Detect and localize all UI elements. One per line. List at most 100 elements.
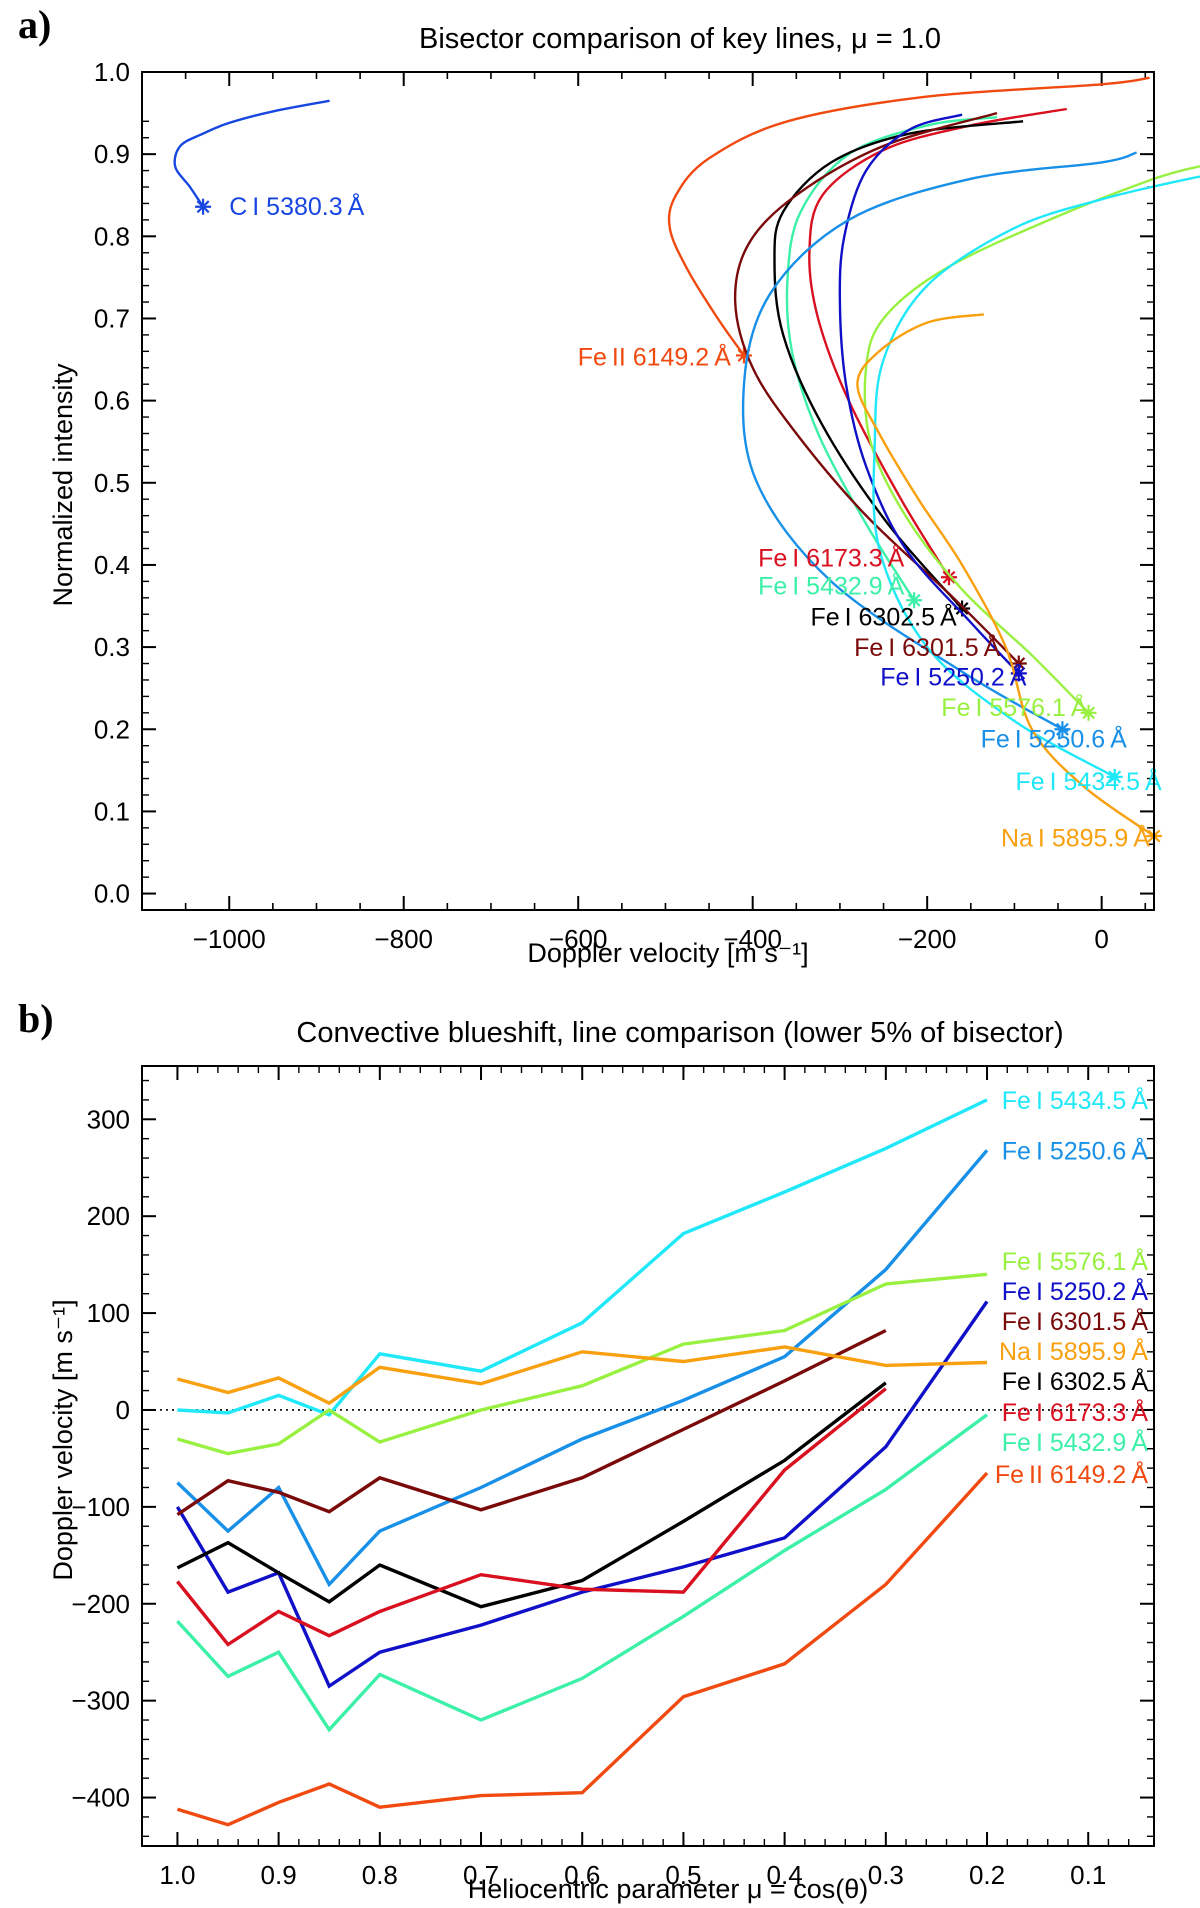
label-fe-i-5434-5: Fe I 5434.5 Å [1015, 766, 1162, 796]
marker-c-i-5380-3 [195, 198, 212, 215]
panel-b-y-tick-label: 0 [116, 1395, 130, 1425]
panel-a-series [173, 76, 1200, 845]
panel-b-x-tick-label: 0.6 [564, 1860, 600, 1890]
label-fe-i-5250-2: Fe I 5250.2 Å [880, 662, 1027, 692]
panel-b-y-tick-label: 100 [87, 1298, 130, 1328]
label-fe-i-5432-9: Fe I 5432.9 Å [758, 571, 905, 601]
panel-a-frame [141, 71, 1155, 911]
bisector-fe-i-6302-5 [773, 120, 1024, 610]
panel-b-series [175, 1098, 989, 1827]
label-fe-i-5576-1: Fe I 5576.1 Å [941, 692, 1088, 722]
panel-a-y-tick-label: 1.0 [94, 57, 130, 87]
panel-a-y-tick-label: 0.1 [94, 796, 130, 826]
panel-a-x-axis-label: Doppler velocity [m s⁻¹] [527, 938, 808, 968]
panel-a-x-tick-label: −600 [549, 924, 608, 954]
series-fe-i-5432-9 [176, 1413, 989, 1733]
panel-a-x-tick-label: −200 [898, 924, 957, 954]
label-fe-i-5250-2: Fe I 5250.2 Å [1002, 1276, 1149, 1306]
panel-a-y-tick-label: 0.7 [94, 303, 130, 333]
panel-a-y-tick-label: 0.4 [94, 550, 130, 580]
panel-b-y-tick-label: 300 [87, 1104, 130, 1134]
series-fe-i-6302-5 [176, 1381, 887, 1609]
bisector-fe-i-5434-5 [872, 175, 1200, 778]
series-fe-i-5250-6 [176, 1149, 989, 1588]
panel-a: a) Bisector comparison of key lines, μ =… [18, 2, 1200, 968]
series-fe-i-5250-2 [175, 1300, 989, 1689]
panel-a-y-tick-label: 0.3 [94, 632, 130, 662]
label-na-i-5895-9: Na I 5895.9 Å [999, 1336, 1148, 1366]
label-c-i-5380-3: C I 5380.3 Å [229, 191, 364, 221]
panel-a-y-tick-label: 0.0 [94, 879, 130, 909]
series-fe-i-6173-3 [176, 1387, 887, 1647]
label-fe-i-6302-5: Fe I 6302.5 Å [810, 602, 957, 632]
panel-b-x-axis-label: Heliocentric parameter μ = cos(θ) [468, 1874, 868, 1904]
panel-a-y-tick-label: 0.5 [94, 468, 130, 498]
panel-b-y-tick-label: 200 [87, 1201, 130, 1231]
series-fe-i-6301-5 [176, 1328, 887, 1517]
panel-a-line-labels: C I 5380.3 ÅFe II 6149.2 ÅFe I 6173.3 ÅF… [229, 191, 1162, 853]
marker-fe-i-5432-9 [906, 592, 923, 609]
panel-b-line-labels: Fe I 5434.5 ÅFe I 5250.6 ÅFe I 5576.1 ÅF… [995, 1085, 1148, 1489]
bisector-fe-ii-6149-2 [667, 76, 1150, 357]
label-fe-i-5250-6: Fe I 5250.6 Å [981, 723, 1128, 753]
panel-b-frame [141, 1065, 1155, 1847]
bisector-fe-i-5250-6 [741, 151, 1137, 731]
panel-b-y-tick-label: −200 [71, 1589, 130, 1619]
label-fe-i-5434-5: Fe I 5434.5 Å [1002, 1085, 1149, 1115]
panel-b-y-axis-label: Doppler velocity [m s⁻¹] [48, 1299, 78, 1580]
series-fe-ii-6149-2 [176, 1471, 989, 1827]
panel-b-y-tick-label: −100 [71, 1492, 130, 1522]
bisector-fe-i-6173-3 [808, 107, 1067, 578]
label-fe-i-5576-1: Fe I 5576.1 Å [1002, 1246, 1149, 1276]
panel-b-x-tick-label: 0.9 [261, 1860, 297, 1890]
panel-a-y-tick-label: 0.2 [94, 714, 130, 744]
label-fe-i-6173-3: Fe I 6173.3 Å [1002, 1397, 1149, 1427]
series-fe-i-5576-1 [176, 1272, 988, 1456]
series-na-i-5895-9 [176, 1345, 988, 1406]
panel-a-y-tick-label: 0.9 [94, 139, 130, 169]
panel-b-title: Convective blueshift, line comparison (l… [296, 1017, 1063, 1049]
label-fe-i-6301-5: Fe I 6301.5 Å [1002, 1306, 1149, 1336]
panel-a-ticks: −1000 −800 −600 −400 −200 0 0.0 0.1 0.2 0.3 0.4 0.5… [94, 57, 1154, 954]
panel-b-x-tick-label: 1.0 [159, 1860, 195, 1890]
panel-b: b) Convective blueshift, line comparison… [18, 996, 1155, 1904]
label-na-i-5895-9: Na I 5895.9 Å [1001, 823, 1150, 853]
panel-a-x-tick-label: 0 [1094, 924, 1108, 954]
label-fe-ii-6149-2: Fe II 6149.2 Å [995, 1459, 1148, 1489]
label-fe-ii-6149-2: Fe II 6149.2 Å [578, 341, 731, 371]
panel-b-x-tick-label: 0.7 [463, 1860, 499, 1890]
label-fe-i-6302-5: Fe I 6302.5 Å [1002, 1366, 1149, 1396]
bisector-fe-i-5250-2 [838, 113, 1020, 675]
bisector-c-i-5380-3 [173, 99, 330, 208]
panel-b-y-tick-label: −300 [71, 1686, 130, 1716]
panel-b-ticks: 1.0 0.9 0.8 0.7 0.6 0.5 0.4 0.3 0.2 0.1 −400 −300 −2… [71, 1066, 1154, 1890]
marker-fe-i-5576-1 [1080, 704, 1097, 721]
panel-b-x-tick-label: 0.4 [767, 1860, 803, 1890]
label-fe-i-5432-9: Fe I 5432.9 Å [1002, 1427, 1149, 1457]
panel-b-x-tick-label: 0.2 [969, 1860, 1005, 1890]
panel-b-x-tick-label: 0.3 [868, 1860, 904, 1890]
panel-a-y-axis-label: Normalized intensity [48, 363, 78, 607]
bisector-na-i-5895-9 [856, 313, 1155, 838]
label-fe-i-6301-5: Fe I 6301.5 Å [854, 632, 1001, 662]
panel-b-x-tick-label: 0.5 [665, 1860, 701, 1890]
panel-a-y-tick-label: 0.8 [94, 221, 130, 251]
series-fe-i-5434-5 [177, 1098, 988, 1417]
panel-b-label: b) [18, 996, 54, 1041]
marker-fe-i-5250-6 [1054, 721, 1071, 738]
marker-fe-i-6173-3 [940, 569, 957, 586]
panel-a-x-tick-label: −800 [374, 924, 433, 954]
panel-a-x-tick-label: −1000 [193, 924, 266, 954]
label-fe-i-6173-3: Fe I 6173.3 Å [758, 543, 905, 573]
panel-a-title: Bisector comparison of key lines, μ = 1.… [419, 23, 941, 55]
panel-b-x-tick-label: 0.8 [362, 1860, 398, 1890]
panel-b-x-tick-label: 0.1 [1070, 1860, 1106, 1890]
label-fe-i-5250-6: Fe I 5250.6 Å [1002, 1135, 1149, 1165]
marker-fe-i-5434-5 [1106, 768, 1123, 785]
panel-a-x-tick-label: −400 [723, 924, 782, 954]
bisector-fe-i-5576-1 [863, 165, 1200, 714]
panel-a-label: a) [18, 2, 51, 47]
panel-a-y-tick-label: 0.6 [94, 386, 130, 416]
panel-b-y-tick-label: −400 [71, 1783, 130, 1813]
